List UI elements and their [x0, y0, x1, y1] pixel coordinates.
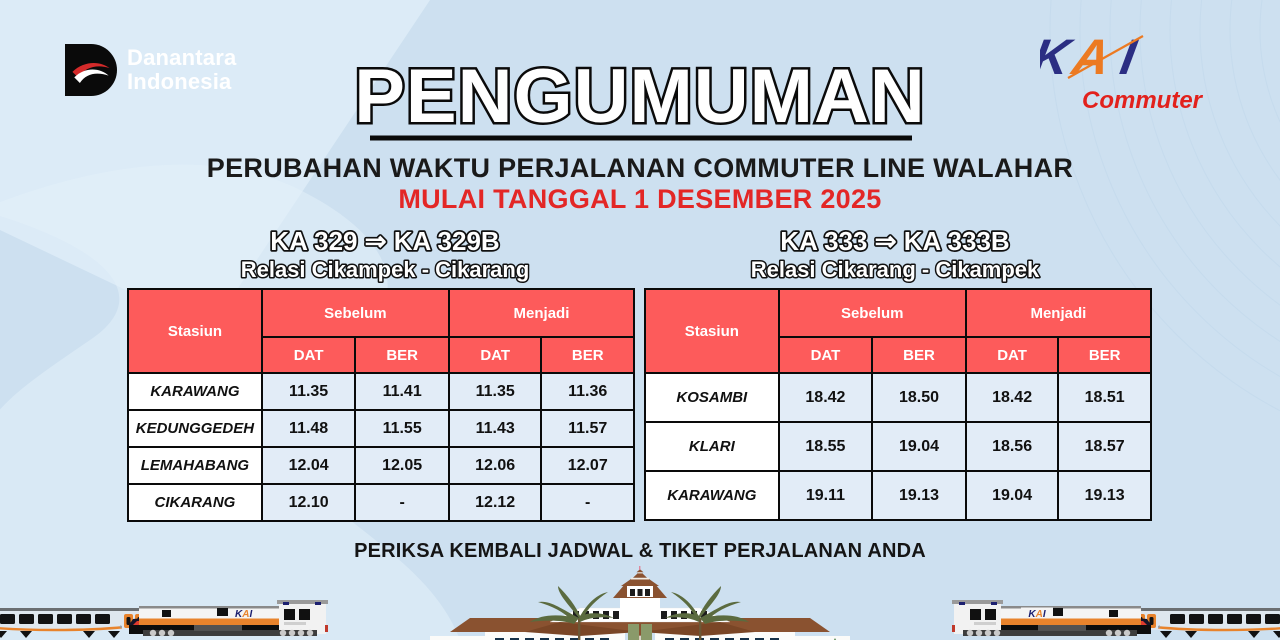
svg-text:A: A [1066, 30, 1114, 85]
svg-text:KAI: KAI [1028, 609, 1045, 620]
